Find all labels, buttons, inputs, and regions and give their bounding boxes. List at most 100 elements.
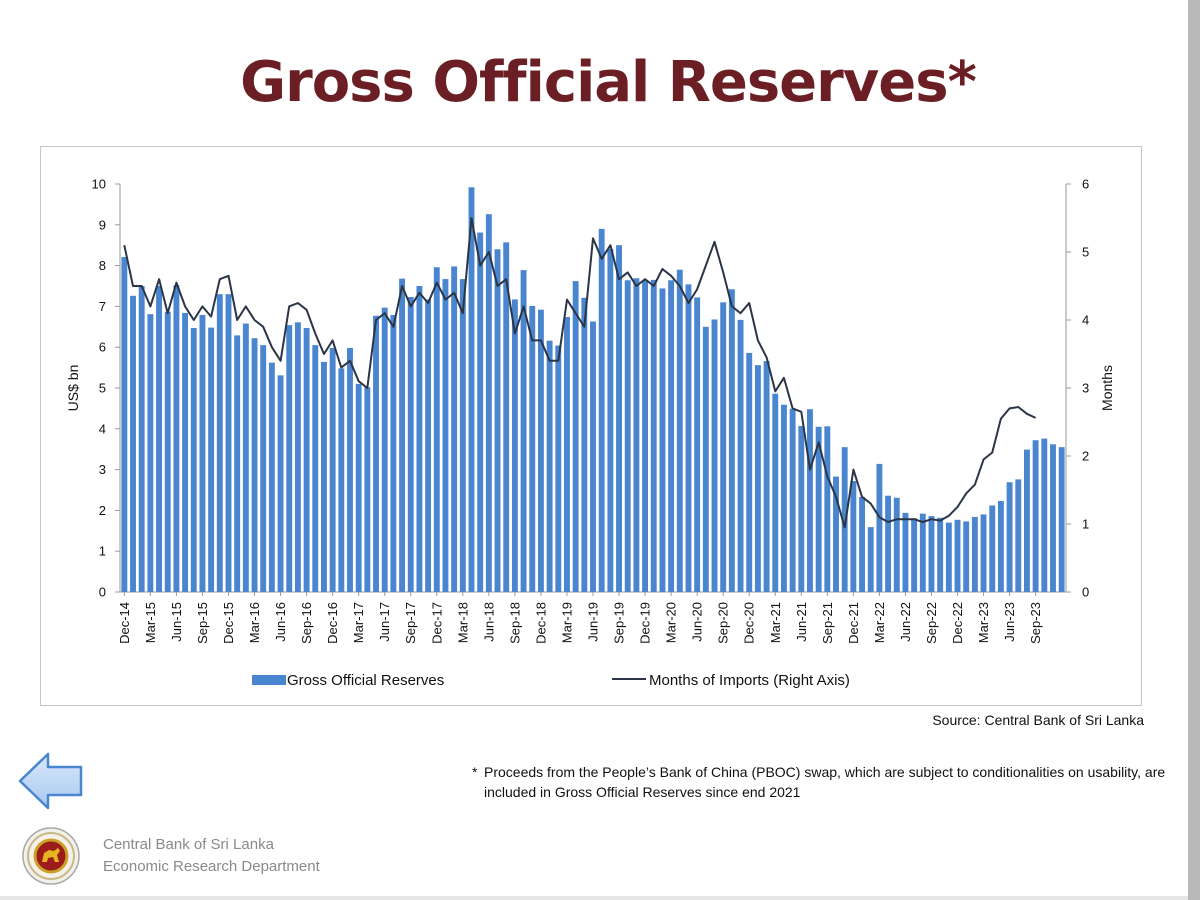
reserve-bar	[173, 285, 180, 592]
x-tick-label: Mar-17	[351, 602, 366, 643]
x-tick-label: Dec-14	[117, 602, 132, 644]
y-tick-label-left: 3	[99, 462, 106, 477]
reserve-bar	[294, 322, 301, 592]
x-tick-label: Mar-16	[247, 602, 262, 643]
slide-title: Gross Official Reserves*	[240, 50, 977, 115]
reserve-bar	[199, 314, 206, 592]
reserve-bar	[390, 314, 397, 592]
reserve-bar	[572, 281, 579, 592]
reserves-chart: 0 1 2 3 4 5 6 7 8 9 10 0 1 2 3 4 5 6 US$ bn Months Dec-14 Mar…	[65, 177, 1115, 690]
reserve-bar	[902, 512, 909, 592]
org-name: Central Bank of Sri Lanka	[103, 836, 274, 853]
x-tick-label: Dec-16	[325, 602, 340, 644]
reserve-bar	[963, 521, 970, 592]
y-tick-label-left: 6	[99, 340, 106, 355]
reserve-bar	[277, 375, 284, 592]
reserve-bar	[182, 312, 189, 592]
footnote-marker: *	[472, 764, 478, 780]
reserve-bar	[911, 518, 918, 592]
reserve-bar	[260, 345, 267, 592]
reserve-bar	[485, 214, 492, 592]
x-tick-label: Jun-17	[377, 602, 392, 642]
y-tick-label-right: 4	[1082, 313, 1089, 328]
reserve-bar	[459, 279, 466, 592]
reserve-bar	[711, 319, 718, 592]
reserve-bar	[824, 426, 831, 592]
reserve-bar	[980, 514, 987, 592]
reserve-bar	[286, 325, 293, 592]
x-tick-label: Mar-22	[872, 602, 887, 643]
y-tick-label-left: 7	[99, 299, 106, 314]
reserve-bar	[798, 425, 805, 592]
reserve-bar	[616, 245, 622, 592]
reserve-bar	[564, 317, 570, 592]
x-tick-label: Sep-15	[195, 602, 210, 644]
y-tick-label-right: 2	[1082, 449, 1089, 464]
reserve-bar	[407, 297, 414, 592]
reserve-bar	[937, 517, 944, 592]
x-tick-label: Dec-18	[533, 602, 548, 644]
x-tick-label: Dec-19	[638, 602, 653, 644]
reserve-bar	[694, 297, 701, 592]
reserve-bar	[138, 286, 145, 592]
org-department: Economic Research Department	[103, 858, 320, 875]
reserve-bar	[728, 289, 735, 592]
reserve-bar	[841, 447, 848, 592]
x-tick-label: Jun-22	[898, 602, 913, 642]
reserve-bar	[659, 288, 666, 592]
y-axis-label-left: US$ bn	[65, 365, 81, 412]
y-tick-label-left: 5	[99, 381, 106, 396]
reserve-bar	[893, 497, 900, 592]
reserve-bar	[642, 280, 649, 592]
x-tick-label: Sep-22	[924, 602, 939, 644]
y-axis-label-right: Months	[1099, 365, 1115, 411]
x-tick-label: Mar-15	[143, 602, 158, 643]
reserve-bar	[529, 305, 536, 592]
x-tick-label: Sep-19	[612, 602, 627, 644]
reserve-bar	[676, 269, 683, 592]
x-tick-label: Mar-20	[664, 602, 679, 643]
reserve-bar	[156, 286, 163, 592]
slide-bottom-edge	[0, 896, 1188, 900]
x-tick-label: Sep-21	[820, 602, 835, 644]
x-tick-label: Sep-17	[403, 602, 418, 644]
reserve-bar	[147, 314, 154, 592]
y-tick-label-left: 0	[99, 585, 106, 600]
reserve-bar	[338, 368, 345, 592]
reserve-bar	[989, 505, 996, 592]
reserve-bar	[546, 340, 553, 592]
x-tick-label: Jun-20	[690, 602, 705, 642]
reserve-bar	[789, 408, 796, 592]
reserve-bar	[807, 409, 813, 592]
x-tick-label: Mar-21	[768, 602, 783, 643]
left-arrow-icon[interactable]	[18, 752, 84, 815]
x-tick-label: Dec-15	[221, 602, 236, 644]
x-tick-label: Jun-19	[586, 602, 601, 642]
reserve-bar	[468, 187, 475, 592]
window-right-edge	[1188, 0, 1200, 900]
reserve-bar	[876, 463, 883, 592]
reserve-bar	[624, 280, 631, 592]
x-tick-label: Dec-22	[950, 602, 965, 644]
reserve-bar	[364, 387, 371, 592]
reserve-bar	[381, 307, 388, 592]
x-tick-label: Sep-16	[299, 602, 314, 644]
reserve-bar	[442, 279, 449, 592]
x-tick-label: Jun-21	[794, 602, 809, 642]
reserve-bar	[859, 496, 865, 592]
x-tick-label: Jun-23	[1002, 602, 1017, 642]
y-tick-label-left: 2	[99, 503, 106, 518]
reserve-bar	[685, 284, 692, 592]
y-tick-label-left: 9	[99, 217, 106, 232]
reserve-bar	[720, 302, 727, 592]
reserve-bar	[268, 362, 275, 592]
reserve-bar	[919, 513, 926, 592]
reserve-bar	[208, 327, 215, 592]
reserve-bar	[1006, 482, 1013, 592]
reserve-bar	[347, 348, 353, 592]
reserve-bar	[164, 311, 171, 592]
x-tick-label: Dec-20	[742, 602, 757, 644]
reserve-bar	[373, 315, 379, 592]
reserve-bar	[1041, 438, 1048, 592]
reserve-bar	[355, 383, 362, 592]
